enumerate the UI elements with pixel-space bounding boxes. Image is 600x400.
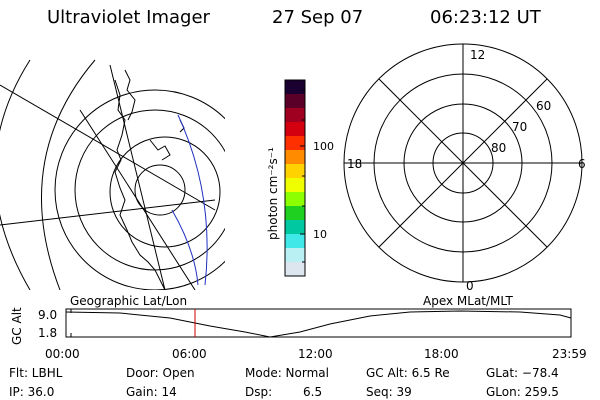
header-time: 06:23:12 UT [430,7,541,28]
mlat-label-70: 70 [512,120,527,134]
colorbar-tick-100: 100 [313,140,334,153]
gain-info: Gain: 14 [126,385,177,399]
colorbar-unit-label: photon cm⁻²s⁻¹ [266,147,280,240]
colorbar-band [285,220,305,235]
coastline [124,69,136,121]
meridian-line [0,84,216,211]
meridian-line [0,199,216,226]
apex-label: Apex MLat/MLT [423,294,513,308]
altitude-plot-frame [65,308,572,338]
colorbar-band [285,192,305,207]
door-info: Door: Open [126,366,195,380]
colorbar-band [285,94,305,109]
mlt-label-0: 0 [466,279,474,293]
altitude-ylabel: GC Alt [10,307,24,345]
mlat-label-80: 80 [491,141,506,155]
coastline [114,79,166,290]
time-tick-1200: 12:00 [298,347,333,361]
lat-circle-outer [54,89,225,290]
mlt-diagonal [378,78,548,248]
altitude-ymin: 1.8 [38,326,58,340]
colorbar-tick-10: 10 [313,228,327,241]
time-tick-0600: 06:00 [172,347,207,361]
mlat-label-60: 60 [536,99,551,113]
terminator-line [171,209,199,286]
header-date: 27 Sep 07 [272,7,364,28]
mlt-label-6: 6 [578,157,586,171]
ip-info: IP: 36.0 [9,385,55,399]
time-tick-0000: 00:00 [45,347,80,361]
colorbar-band [285,164,305,179]
colorbar-band [285,136,305,151]
gc-alt-info: GC Alt: 6.5 Re [366,366,450,380]
globe-limb [41,59,96,290]
time-tick-1800: 18:00 [424,347,459,361]
lat-circle-inner [134,164,186,216]
colorbar-band [285,122,305,137]
colorbar-band [285,178,305,193]
colorbar-band [285,262,305,277]
geographic-label: Geographic Lat/Lon [70,294,188,308]
meridian-line [79,109,196,290]
colorbar-frame [284,79,306,277]
terminator-line [177,114,208,286]
altitude-ymax: 9.0 [38,308,58,322]
globe-limb [0,59,31,290]
colorbar-band [285,150,305,165]
dsp-label: Dsp: [245,385,273,399]
mlt-label-18: 18 [347,157,362,171]
dsp-value: 6.5 [303,385,323,399]
glon-info: GLon: 259.5 [486,385,559,399]
mlt-label-12: 12 [470,48,485,62]
coastline [149,139,171,161]
seq-info: Seq: 39 [366,385,412,399]
altitude-curve [65,310,572,338]
lat-circle [109,136,221,248]
colorbar-band [285,234,305,249]
app-title: Ultraviolet Imager [47,7,210,28]
glat-info: GLat: −78.4 [486,366,559,380]
colorbar-bands [285,80,305,277]
filter-info: Flt: LBHL [9,366,63,380]
colorbar-band [285,248,305,263]
colorbar-band [285,108,305,123]
colorbar-band [285,80,305,95]
colorbar-band [285,206,305,221]
mode-info: Mode: Normal [245,366,329,380]
time-tick-2359: 23:59 [552,347,587,361]
